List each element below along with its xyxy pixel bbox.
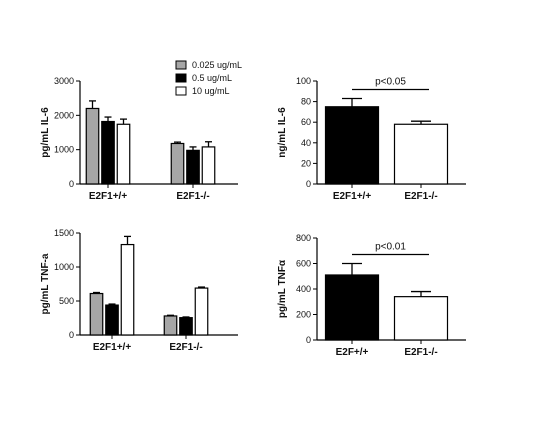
legend-label: 10 ug/mL: [192, 86, 230, 96]
bar: [101, 120, 115, 185]
bar: [393, 123, 449, 185]
bar: [393, 296, 449, 341]
y-tick-label: 60: [301, 117, 311, 127]
y-tick-label: 1000: [54, 145, 74, 155]
bar: [324, 274, 380, 341]
y-tick-label: 80: [301, 97, 311, 107]
bar: [170, 142, 185, 185]
y-tick-label: 1000: [54, 262, 74, 272]
legend-swatch: [175, 60, 187, 70]
x-tick-label: E2F1-/-: [169, 342, 202, 353]
bar: [116, 123, 131, 185]
y-tick-label: 0: [69, 330, 74, 340]
y-tick-label: 400: [296, 284, 311, 294]
x-tick-label: E2F1+/+: [333, 191, 372, 202]
bar: [194, 287, 209, 336]
legend-label: 0.5 ug/mL: [192, 73, 232, 83]
x-tick-label: E2F1+/+: [93, 342, 132, 353]
y-tick-label: 20: [301, 158, 311, 168]
y-tick-label: 40: [301, 138, 311, 148]
legend-label: 0.025 ug/mL: [192, 60, 242, 70]
x-tick-label: E2F1-/-: [404, 191, 437, 202]
bar: [105, 304, 119, 336]
y-tick-label: 0: [69, 179, 74, 189]
y-axis-label: pg/mL TNFα: [277, 259, 288, 318]
bar: [324, 106, 380, 185]
y-tick-label: 2000: [54, 110, 74, 120]
y-axis-label: pg/mL IL-6: [40, 107, 51, 158]
legend: 0.025 ug/mL 0.5 ug/mL 10 ug/mL: [175, 60, 242, 96]
chart-il6_single: 0 20 40 60 80 100 ng/mL IL-6 E2F1+/+ E2F1-/- p<0.…: [277, 76, 466, 202]
y-axis-label: pg/mL TNF-a: [40, 253, 51, 314]
chart-tnf_dose: 0 500 1000 1500 pg/mL TNF-a E2F1+/+ E2F1-/-: [40, 228, 238, 353]
bar: [120, 243, 135, 336]
chart-tnf_single: 0 200 400 600 800 pg/mL TNFα E2F+/+ E2F1-/- p<0.…: [277, 233, 466, 358]
bar: [201, 146, 216, 185]
bar: [186, 149, 200, 185]
y-tick-label: 1500: [54, 228, 74, 238]
bar: [85, 107, 100, 185]
bar: [89, 292, 104, 336]
x-tick-label: E2F+/+: [336, 347, 369, 358]
x-tick-label: E2F1-/-: [176, 191, 209, 202]
y-tick-label: 100: [296, 76, 311, 86]
y-tick-label: 3000: [54, 76, 74, 86]
legend-swatch: [175, 86, 187, 96]
y-axis-label: ng/mL IL-6: [277, 107, 288, 158]
y-tick-label: 0: [306, 179, 311, 189]
bar: [163, 315, 178, 336]
bar: [179, 317, 193, 336]
y-tick-label: 800: [296, 233, 311, 243]
significance-label: p<0.01: [375, 242, 406, 253]
chart-il6_dose: 0 1000 2000 3000 pg/mL IL-6 E2F1+/+ E2F1-/- 0.0…: [40, 60, 242, 202]
y-tick-label: 0: [306, 335, 311, 345]
x-tick-label: E2F1+/+: [89, 191, 128, 202]
x-tick-label: E2F1-/-: [404, 347, 437, 358]
legend-swatch: [175, 73, 187, 83]
significance-label: p<0.05: [375, 77, 406, 88]
y-tick-label: 500: [59, 296, 74, 306]
y-tick-label: 200: [296, 310, 311, 320]
y-tick-label: 600: [296, 259, 311, 269]
